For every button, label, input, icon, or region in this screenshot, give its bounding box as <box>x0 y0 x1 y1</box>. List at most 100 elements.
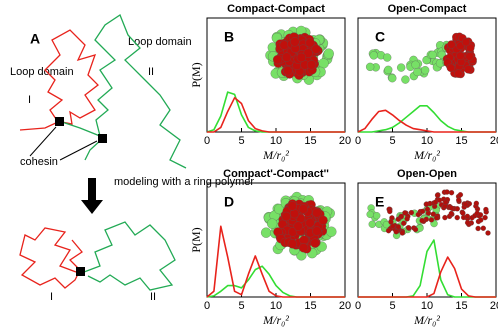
chart-title: Open-Open <box>397 168 457 180</box>
bead <box>456 51 465 61</box>
green-chain <box>83 221 176 291</box>
y-axis-label: P(M) <box>189 227 203 252</box>
bead <box>442 214 448 221</box>
bead <box>373 212 381 220</box>
bead <box>305 218 315 228</box>
bead <box>283 66 293 76</box>
x-tick-label: 5 <box>389 300 395 312</box>
x-axis-label: M/r₀² <box>262 313 289 327</box>
bead <box>411 60 420 69</box>
bead <box>442 199 449 205</box>
bead <box>298 204 309 214</box>
bead <box>464 65 473 74</box>
bead <box>323 48 334 59</box>
bead <box>366 210 374 219</box>
bead <box>287 201 297 211</box>
bead <box>465 52 474 61</box>
bead <box>365 62 375 72</box>
bead <box>388 74 397 83</box>
bead <box>412 226 419 233</box>
bead <box>369 51 378 60</box>
x-tick-label: 15 <box>455 135 467 147</box>
arrow <box>59 140 98 161</box>
bead <box>382 220 391 229</box>
bead <box>281 211 291 222</box>
bead <box>395 224 401 230</box>
bead <box>462 201 469 207</box>
bead <box>433 215 440 221</box>
bead <box>318 215 328 225</box>
bead <box>310 238 320 248</box>
x-tick-label: 15 <box>304 300 316 312</box>
x-tick-label: 0 <box>204 300 210 312</box>
panel-a: A Loop domain I Loop domain II cohesin m… <box>10 14 254 303</box>
panel-letter: A <box>30 31 40 47</box>
bead <box>485 230 491 236</box>
bead <box>408 210 415 216</box>
bead <box>267 218 278 229</box>
x-tick-label: 10 <box>270 135 282 147</box>
chart-title: Open-Compact <box>388 3 467 15</box>
bead <box>428 217 435 223</box>
chart-title: Compact'-Compact'' <box>223 168 329 180</box>
x-axis-label: M/r₀² <box>413 148 440 162</box>
bead <box>447 40 456 49</box>
bead <box>478 217 484 223</box>
bead <box>272 54 283 65</box>
bead <box>464 220 471 226</box>
panel-letter: E <box>375 194 384 210</box>
bead <box>401 220 407 226</box>
bead <box>448 210 454 217</box>
bead <box>387 208 393 215</box>
bead <box>461 37 471 47</box>
x-tick-label: 20 <box>339 300 351 312</box>
bead <box>303 48 313 58</box>
bead <box>421 66 430 75</box>
series-line <box>206 265 345 298</box>
label: II <box>150 291 156 303</box>
bead <box>464 213 471 220</box>
bead <box>473 200 479 207</box>
bead <box>296 52 307 63</box>
bead <box>399 230 406 236</box>
bead <box>456 197 462 203</box>
bead <box>446 63 455 72</box>
bead <box>383 53 392 62</box>
bead <box>419 208 426 215</box>
green-chain <box>61 14 187 169</box>
x-tick-label: 15 <box>455 300 467 312</box>
label: Loop domain <box>128 36 192 48</box>
red-chain <box>19 227 83 289</box>
x-tick-label: 20 <box>339 135 351 147</box>
bead <box>260 227 272 238</box>
bead <box>298 243 309 253</box>
bead <box>448 190 455 196</box>
bead <box>419 217 425 224</box>
x-axis-label: M/r₀² <box>262 148 289 162</box>
x-tick-label: 10 <box>421 300 433 312</box>
bead <box>466 43 475 52</box>
bead <box>312 226 322 236</box>
bead <box>289 208 300 219</box>
bead <box>444 189 450 195</box>
series-line <box>207 97 345 133</box>
bead <box>402 210 408 216</box>
x-tick-label: 20 <box>490 135 498 147</box>
arrow <box>29 126 57 157</box>
cohesin-box <box>98 134 107 143</box>
bead <box>393 229 399 235</box>
x-tick-label: 15 <box>304 135 316 147</box>
bead <box>293 221 303 231</box>
bead <box>460 210 466 216</box>
label: modeling with a ring polymer <box>114 176 254 188</box>
series-line <box>358 256 496 298</box>
bead <box>326 226 337 237</box>
x-tick-label: 0 <box>355 300 361 312</box>
x-tick-label: 5 <box>238 135 244 147</box>
label: Loop domain <box>10 66 74 78</box>
bead <box>483 206 489 213</box>
bead <box>401 75 410 84</box>
bead <box>405 225 412 231</box>
bead <box>305 38 315 48</box>
